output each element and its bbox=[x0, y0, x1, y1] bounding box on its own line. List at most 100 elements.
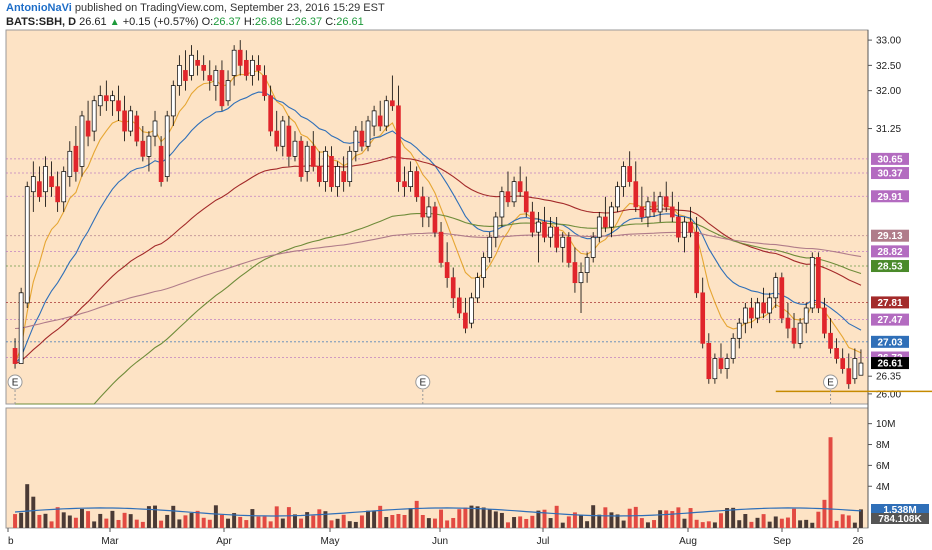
candle-body bbox=[773, 277, 779, 299]
candle bbox=[146, 131, 152, 172]
candle bbox=[530, 201, 535, 238]
candle bbox=[469, 292, 474, 329]
candle-body bbox=[323, 150, 328, 182]
candle-body bbox=[12, 348, 18, 364]
candle-body bbox=[669, 206, 675, 218]
volume-bar bbox=[189, 513, 194, 528]
volume-bar bbox=[25, 484, 30, 528]
candle-body bbox=[304, 145, 310, 172]
volume-bar bbox=[104, 518, 109, 528]
candle bbox=[298, 136, 304, 182]
candle bbox=[24, 181, 30, 308]
price-tag bbox=[871, 260, 909, 273]
candle bbox=[365, 115, 371, 152]
candle-body bbox=[700, 292, 706, 344]
candle bbox=[688, 206, 693, 238]
candle-body bbox=[846, 368, 852, 385]
volume-bar bbox=[37, 514, 42, 528]
symbol-label[interactable]: BATS:SBH, D bbox=[6, 16, 77, 28]
candle-body bbox=[730, 337, 736, 359]
volume-bar bbox=[548, 518, 553, 528]
candle-body bbox=[706, 343, 712, 380]
candle-body bbox=[341, 171, 346, 182]
candle-body bbox=[243, 59, 249, 76]
candle-body bbox=[134, 115, 140, 142]
volume-bar bbox=[621, 520, 626, 528]
candle bbox=[91, 95, 97, 142]
candle-body bbox=[803, 307, 809, 324]
low-label: L: bbox=[285, 16, 295, 28]
volume-bar bbox=[603, 507, 608, 528]
candle-body bbox=[292, 140, 298, 157]
up-arrow-icon: ▲ bbox=[109, 17, 120, 28]
candle bbox=[463, 297, 468, 334]
candle-body bbox=[828, 332, 833, 349]
candle-body bbox=[785, 317, 791, 329]
candle-body bbox=[116, 100, 121, 112]
candle bbox=[256, 55, 261, 81]
candle bbox=[450, 267, 456, 308]
candle-body bbox=[207, 75, 213, 81]
volume-tag-label: 1.538M bbox=[883, 505, 916, 516]
volume-bar bbox=[347, 521, 352, 528]
right-axis bbox=[868, 30, 932, 528]
candle-body bbox=[122, 110, 127, 132]
volume-bar bbox=[810, 522, 815, 528]
volume-bar bbox=[858, 509, 863, 528]
high-value: 26.88 bbox=[254, 16, 283, 28]
candle bbox=[639, 186, 645, 223]
candle bbox=[414, 166, 420, 202]
volume-bar bbox=[469, 505, 474, 528]
candle bbox=[335, 161, 340, 197]
candle bbox=[834, 338, 839, 364]
volume-bar bbox=[171, 505, 176, 528]
candle bbox=[323, 146, 328, 192]
volume-bar bbox=[244, 520, 249, 528]
candle-body bbox=[365, 120, 371, 147]
volume-bar bbox=[366, 510, 370, 528]
candle-body bbox=[432, 206, 438, 233]
candle-body bbox=[621, 166, 626, 188]
candle-body bbox=[140, 140, 146, 157]
candle-body bbox=[49, 176, 54, 188]
candle bbox=[426, 196, 432, 228]
sma-150-line bbox=[15, 212, 862, 405]
volume-bar bbox=[499, 512, 504, 528]
author-name[interactable]: AntonioNaVi bbox=[6, 2, 72, 14]
candle bbox=[231, 45, 237, 86]
volume-bar bbox=[98, 513, 103, 528]
candle-body bbox=[469, 297, 474, 324]
candle bbox=[676, 201, 681, 243]
candle bbox=[170, 80, 176, 127]
volume-bar bbox=[372, 511, 377, 528]
candle bbox=[505, 171, 511, 207]
volume-bar bbox=[323, 511, 328, 528]
candle-body bbox=[104, 95, 109, 102]
volume-bar bbox=[566, 516, 571, 528]
candle-body bbox=[530, 211, 535, 233]
price-tag bbox=[871, 357, 909, 370]
volume-bar bbox=[512, 517, 517, 528]
candle-body bbox=[30, 176, 36, 193]
candle-body bbox=[250, 59, 255, 76]
candle-body bbox=[481, 257, 486, 278]
volume-tag bbox=[871, 513, 929, 524]
candle bbox=[104, 80, 109, 111]
volume-bar bbox=[518, 516, 523, 528]
candle bbox=[785, 302, 791, 339]
candle bbox=[828, 318, 833, 354]
price-tag-label: 27.03 bbox=[877, 337, 902, 348]
volume-bar bbox=[670, 511, 675, 528]
earnings-marker-icon bbox=[823, 374, 839, 390]
volume-bar bbox=[43, 513, 48, 528]
candle bbox=[134, 110, 140, 147]
volume-bar bbox=[664, 510, 669, 528]
candle bbox=[116, 85, 121, 121]
volume-tick-label: 4M bbox=[876, 482, 890, 493]
candle-body bbox=[456, 297, 462, 314]
candle bbox=[809, 252, 815, 314]
price-tag-label: 28.53 bbox=[877, 262, 902, 273]
volume-bar bbox=[658, 510, 663, 528]
candle bbox=[651, 191, 657, 217]
